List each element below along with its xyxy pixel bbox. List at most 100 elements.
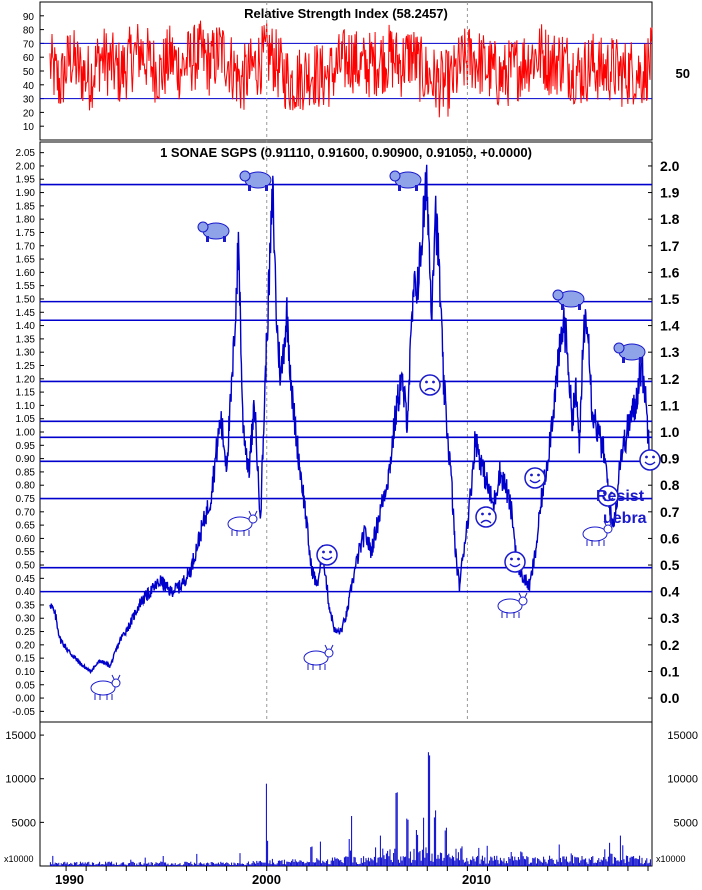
bull-icon bbox=[497, 592, 528, 618]
price-tick-label-right: 1.6 bbox=[660, 264, 680, 280]
bull-head bbox=[603, 524, 613, 534]
face-mouth bbox=[321, 556, 333, 561]
face-eye bbox=[603, 491, 606, 495]
price-tick-label-left: 0.25 bbox=[16, 627, 36, 638]
price-tick-label-right: 1.3 bbox=[660, 344, 680, 360]
face-mouth bbox=[509, 563, 521, 568]
face-mouth bbox=[480, 519, 492, 524]
volume-bars bbox=[49, 752, 651, 866]
price-tick-label-right: 1.5 bbox=[660, 291, 680, 307]
bear-icon bbox=[197, 221, 230, 242]
smiley-icon bbox=[524, 467, 546, 489]
price-tick-label-right: 0.6 bbox=[660, 530, 680, 546]
rsi-tick-label: 40 bbox=[23, 81, 35, 92]
face-eye bbox=[425, 380, 428, 384]
annotation-icons bbox=[90, 170, 661, 700]
bear-leg bbox=[398, 185, 401, 191]
smiley-icon bbox=[316, 544, 338, 566]
bear-leg bbox=[561, 304, 564, 310]
price-tick-label-left: 2.00 bbox=[16, 161, 36, 172]
rsi-reference-lines bbox=[40, 42, 652, 100]
smiley-icon bbox=[597, 485, 619, 507]
face-mouth bbox=[424, 387, 436, 392]
price-tick-label-right: 0.9 bbox=[660, 451, 680, 467]
bull-icon bbox=[582, 520, 613, 546]
face-outline bbox=[475, 506, 497, 528]
support-resistance-lines bbox=[40, 183, 652, 593]
bear-icon bbox=[239, 170, 272, 191]
price-tick-label-left: 0.85 bbox=[16, 467, 36, 478]
bear-leg bbox=[265, 185, 268, 191]
smiley-icon bbox=[504, 551, 526, 573]
volume-panel: 15000 10000 5000 15000 10000 5000 x10000 x100… bbox=[4, 721, 698, 867]
bull-legs bbox=[501, 612, 520, 618]
price-y-axis-left: 2.05 2.00 1.95 1.90 1.85 1.80 1.75 1.70 1.65 1.60… bbox=[12, 148, 44, 718]
bull-horns bbox=[111, 674, 121, 680]
volume-tick-label-right: 15000 bbox=[667, 730, 698, 742]
price-tick-label-left: 1.20 bbox=[16, 374, 36, 385]
face-eye bbox=[537, 473, 540, 477]
bear-leg bbox=[223, 236, 226, 242]
price-tick-label-right: 1.1 bbox=[660, 397, 680, 413]
bear-head bbox=[552, 289, 564, 301]
price-tick-label-left: 1.65 bbox=[16, 255, 36, 266]
face-outline bbox=[524, 467, 546, 489]
bull-head bbox=[518, 596, 528, 606]
bear-icon bbox=[389, 170, 422, 191]
annotation-resist: Resist bbox=[596, 488, 645, 505]
price-tick-label-left: 0.50 bbox=[16, 561, 36, 572]
sad-face-icon bbox=[475, 506, 497, 528]
face-outline bbox=[316, 544, 338, 566]
rsi-tick-label: 10 bbox=[23, 122, 35, 133]
price-tick-label-left: 1.80 bbox=[16, 215, 36, 226]
face-eye bbox=[432, 380, 435, 384]
price-tick-label-left: 0.15 bbox=[16, 654, 36, 665]
price-tick-label-right: 1.8 bbox=[660, 211, 680, 227]
x-tick-label: 2010 bbox=[462, 872, 491, 887]
volume-tick-label-left: 5000 bbox=[12, 817, 36, 829]
volume-tick-label-left: 10000 bbox=[5, 774, 36, 786]
bull-body bbox=[303, 650, 329, 666]
price-tick-label-left: 0.75 bbox=[16, 494, 36, 505]
face-eye bbox=[530, 473, 533, 477]
face-mouth bbox=[602, 497, 614, 502]
face-mouth bbox=[644, 461, 656, 466]
bull-horns bbox=[324, 644, 334, 650]
bull-icon bbox=[90, 674, 121, 700]
price-tick-label-left: 0.45 bbox=[16, 574, 36, 585]
face-eye bbox=[510, 557, 513, 561]
bull-body bbox=[497, 598, 523, 614]
rsi-tick-label: 90 bbox=[23, 12, 35, 23]
price-tick-label-left: 1.75 bbox=[16, 228, 36, 239]
price-tick-label-left: 1.60 bbox=[16, 268, 36, 279]
price-tick-label-left: 1.95 bbox=[16, 175, 36, 186]
face-outline bbox=[504, 551, 526, 573]
price-series bbox=[49, 164, 653, 675]
rsi-right-axis-label: 50 bbox=[676, 66, 690, 81]
price-tick-label-right: 2.0 bbox=[660, 158, 680, 174]
price-tick-label-right: 0.3 bbox=[660, 610, 680, 626]
price-tick-label-left: 0.10 bbox=[16, 667, 36, 678]
face-eye bbox=[481, 512, 484, 516]
smiley-icon bbox=[639, 449, 661, 471]
price-tick-label-left: 0.35 bbox=[16, 600, 36, 611]
face-outline bbox=[639, 449, 661, 471]
price-tick-label-left: 0.70 bbox=[16, 507, 36, 518]
price-tick-label-right: 1.9 bbox=[660, 185, 680, 201]
price-tick-label-right: 0.0 bbox=[660, 690, 680, 706]
price-tick-label-left: 0.05 bbox=[16, 680, 36, 691]
price-tick-label-right: 0.8 bbox=[660, 477, 680, 493]
bear-leg bbox=[622, 357, 625, 363]
bear-leg bbox=[248, 185, 251, 191]
price-y-axis-right: 2.0 1.9 1.8 1.7 1.6 1.5 1.4 1.3 1.2 1.1 1.0 0.9 0.8 0… bbox=[648, 158, 680, 706]
bull-body bbox=[582, 526, 608, 542]
price-tick-label-right: 1.0 bbox=[660, 424, 680, 440]
bear-head bbox=[197, 221, 209, 233]
bull-horns bbox=[518, 592, 528, 598]
price-tick-label-left: 0.60 bbox=[16, 534, 36, 545]
price-tick-label-left: 1.25 bbox=[16, 361, 36, 372]
price-tick-label-left: 1.90 bbox=[16, 188, 36, 199]
price-tick-label-left: 0.55 bbox=[16, 547, 36, 558]
bear-leg bbox=[578, 304, 581, 310]
face-eye bbox=[610, 491, 613, 495]
